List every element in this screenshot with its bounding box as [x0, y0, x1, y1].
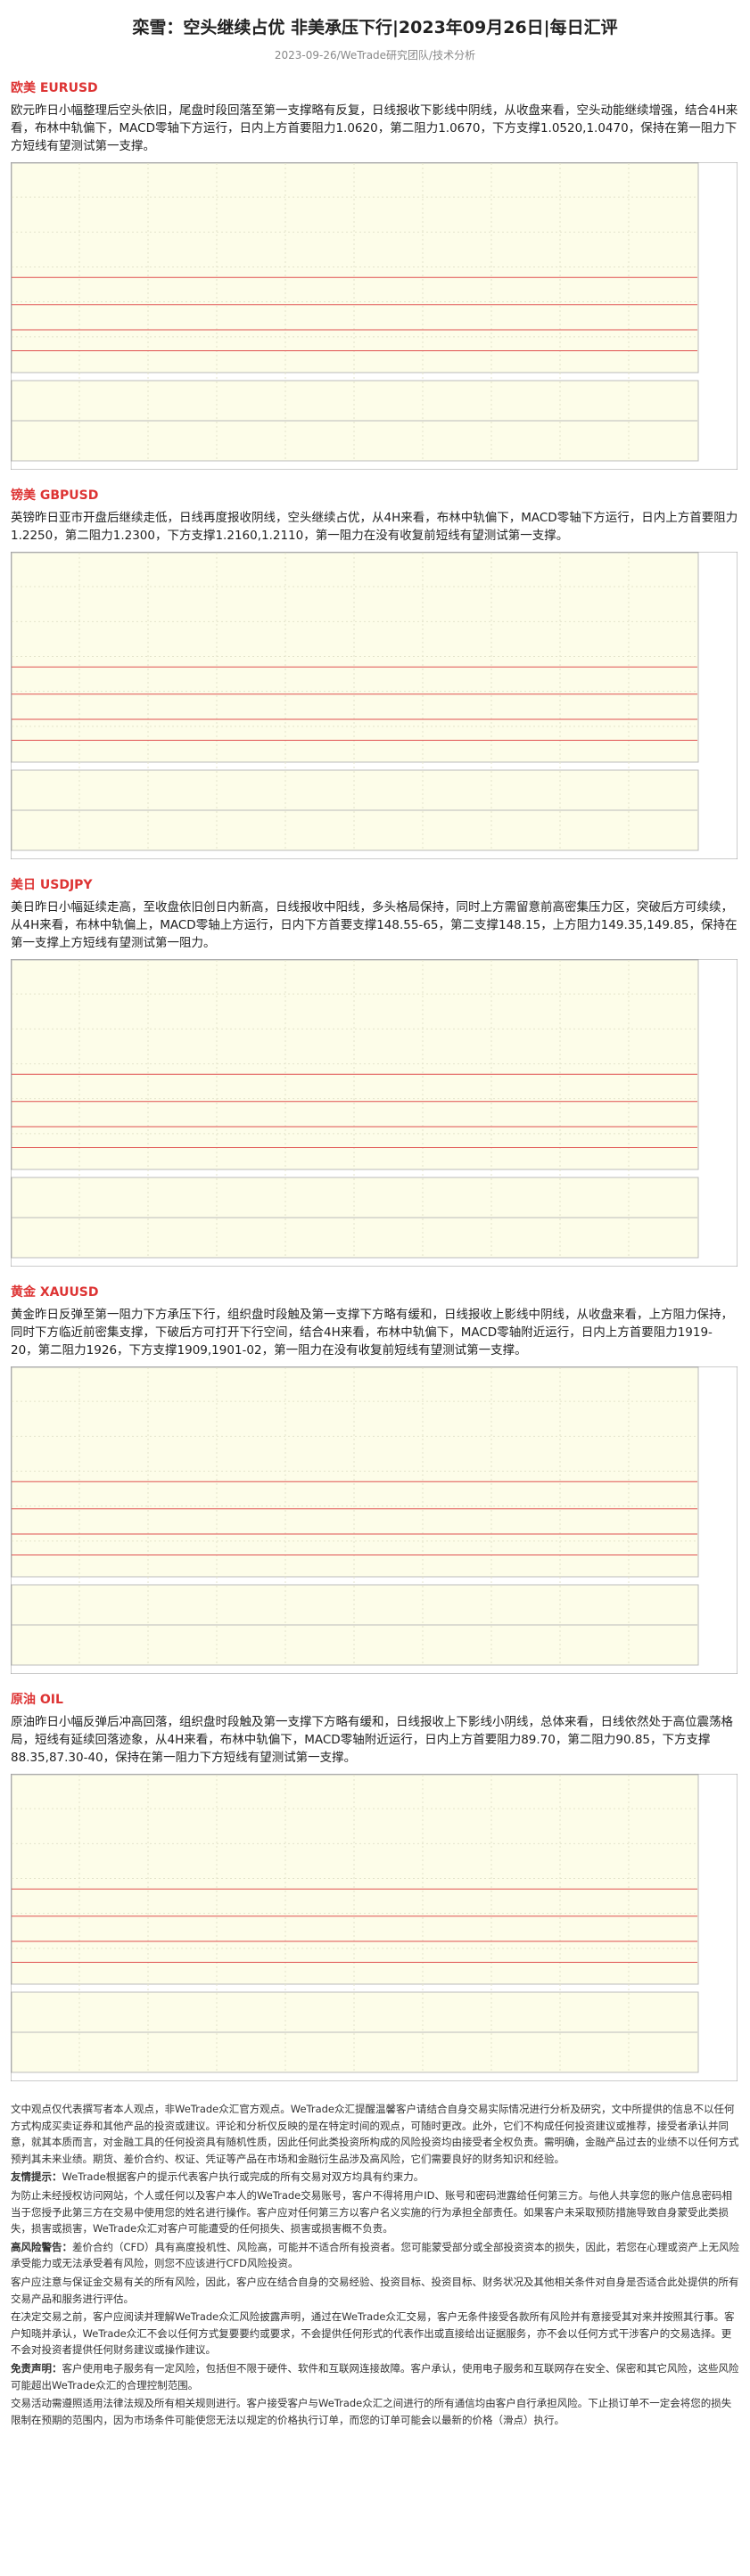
disclaimer-paragraph: 为防止未经授权访问网站，个人或任何以及客户本人的WeTrade交易账号，客户不得…	[11, 2187, 739, 2237]
section: 美日 USDJPY 美日昨日小幅延续走高，至收盘依旧创日内新高，日线报收中阳线，多…	[0, 875, 750, 1267]
price-panel	[11, 959, 699, 1170]
chart-image	[11, 959, 738, 1267]
disclaimer-label: 友情提示：	[11, 2170, 62, 2184]
section: 欧美 EURUSD 欧元昨日小幅整理后空头依旧，尾盘时段回落至第一支撑略有反复，日…	[0, 78, 750, 470]
disclaimer-paragraph: 高风险警告：差价合约（CFD）具有高度投机性、风险高，可能并不适合所有投资者。您…	[11, 2239, 739, 2272]
section-heading: 镑美 GBPUSD	[11, 488, 99, 503]
section-text: 黄金昨日反弹至第一阻力下方承压下行，组织盘时段触及第一支撑下方略有缓和，日线报收…	[11, 1308, 733, 1358]
disclaimer-text: 客户应注意与保证金交易有关的所有风险，因此，客户应在结合自身的交易经验、投资目标…	[11, 2275, 739, 2305]
section: 黄金 XAUUSD 黄金昨日反弹至第一阻力下方承压下行，组织盘时段触及第一支撑下方…	[0, 1283, 750, 1674]
disclaimer-paragraph: 在决定交易之前，客户应阅读并理解WeTrade众汇风险披露声明，通过在WeTra…	[11, 2309, 739, 2359]
section-text: 英镑昨日亚市开盘后继续走低，日线再度报收阴线，空头继续占优，从4H来看，布林中轨…	[11, 511, 738, 543]
chart-image	[11, 552, 738, 859]
chart-image	[11, 1366, 738, 1674]
section-text: 美日昨日小幅延续走高，至收盘依旧创日内新高，日线报收中阳线，多头格局保持，同时上…	[11, 900, 738, 950]
chart-image	[11, 1774, 738, 2081]
price-panel	[11, 552, 699, 763]
disclaimer-label: 高风险警告：	[11, 2240, 72, 2253]
disclaimer-text: WeTrade根据客户的提示代表客户执行或完成的所有交易对双方均具有约束力。	[62, 2170, 424, 2184]
section: 原油 OIL 原油昨日小幅反弹后冲高回落，组织盘时段触及第一支撑下方略有缓和，日线…	[0, 1690, 750, 2081]
disclaimer-paragraph: 客户应注意与保证金交易有关的所有风险，因此，客户应在结合自身的交易经验、投资目标…	[11, 2274, 739, 2307]
section-heading: 美日 USDJPY	[11, 878, 93, 892]
sections: 欧美 EURUSD 欧元昨日小幅整理后空头依旧，尾盘时段回落至第一支撑略有反复，日…	[0, 78, 750, 2081]
section: 镑美 GBPUSD 英镑昨日亚市开盘后继续走低，日线再度报收阴线，空头继续占优，从…	[0, 486, 750, 859]
title: 栾雪：空头继续占优 非美承压下行|2023年09月26日|每日汇评	[132, 18, 618, 37]
price-panel	[11, 1366, 699, 1578]
disclaimer: 文中观点仅代表撰写者本人观点，非WeTrade众汇官方观点。WeTrade众汇提…	[0, 2101, 750, 2428]
disclaimer-paragraph: 免责声明：客户使用电子服务有一定风险，包括但不限于硬件、软件和互联网连接故障。客…	[11, 2360, 739, 2393]
section-text: 欧元昨日小幅整理后空头依旧，尾盘时段回落至第一支撑略有反复，日线报收下影线中阴线…	[11, 103, 738, 153]
disclaimer-paragraph: 友情提示：WeTrade根据客户的提示代表客户执行或完成的所有交易对双方均具有约…	[11, 2169, 739, 2186]
price-panel	[11, 162, 699, 373]
disclaimer-text: 客户使用电子服务有一定风险，包括但不限于硬件、软件和互联网连接故障。客户承认，使…	[11, 2361, 739, 2391]
disclaimer-paragraph: 文中观点仅代表撰写者本人观点，非WeTrade众汇官方观点。WeTrade众汇提…	[11, 2101, 739, 2167]
disclaimer-label: 免责声明：	[11, 2361, 62, 2375]
section-text: 原油昨日小幅反弹后冲高回落，组织盘时段触及第一支撑下方略有缓和，日线报收上下影线…	[11, 1715, 733, 1765]
price-panel	[11, 1774, 699, 1985]
section-heading: 黄金 XAUUSD	[11, 1285, 99, 1300]
disclaimer-text: 差价合约（CFD）具有高度投机性、风险高，可能并不适合所有投资者。您可能蒙受部分…	[11, 2240, 739, 2270]
section-heading: 欧美 EURUSD	[11, 81, 98, 95]
subtitle: 2023-09-26/WeTrade研究团队/技术分析	[274, 49, 476, 62]
header: 栾雪：空头继续占优 非美承压下行|2023年09月26日|每日汇评 2023-0…	[0, 0, 750, 62]
disclaimer-paragraph: 交易活动需遵照适用法律法规及所有相关规则进行。客户接受客户与WeTrade众汇之…	[11, 2395, 739, 2428]
disclaimer-text: 交易活动需遵照适用法律法规及所有相关规则进行。客户接受客户与WeTrade众汇之…	[11, 2397, 732, 2426]
section-heading: 原油 OIL	[11, 1693, 63, 1707]
disclaimer-text: 在决定交易之前，客户应阅读并理解WeTrade众汇风险披露声明，通过在WeTra…	[11, 2310, 735, 2357]
chart-image	[11, 162, 738, 470]
disclaimer-text: 为防止未经授权访问网站，个人或任何以及客户本人的WeTrade交易账号，客户不得…	[11, 2188, 732, 2236]
disclaimer-text: 文中观点仅代表撰写者本人观点，非WeTrade众汇官方观点。WeTrade众汇提…	[11, 2103, 739, 2165]
